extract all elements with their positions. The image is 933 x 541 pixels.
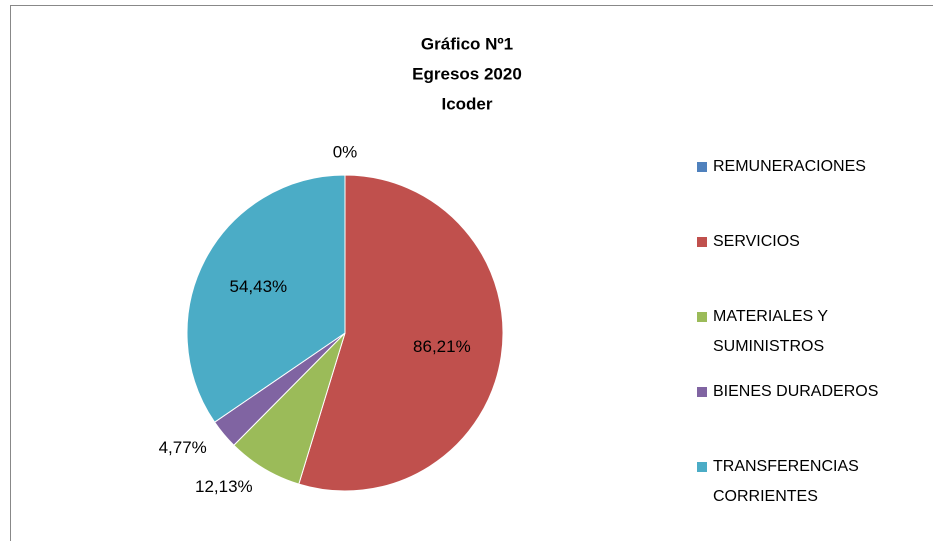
data-label: 4,77% bbox=[159, 438, 207, 457]
legend-label: BIENES DURADEROS bbox=[713, 383, 879, 400]
data-label: 0% bbox=[333, 142, 358, 161]
data-label: 86,21% bbox=[413, 337, 471, 356]
chart-title: Icoder bbox=[441, 94, 492, 113]
legend-swatch bbox=[697, 462, 707, 472]
pie-slice bbox=[298, 174, 504, 492]
data-label: 54,43% bbox=[230, 277, 288, 296]
chart-title: Gráfico Nº1 bbox=[421, 34, 513, 53]
legend-label: REMUNERACIONES bbox=[713, 158, 866, 175]
legend-item: TRANSFERENCIAS CORRIENTES bbox=[697, 452, 887, 512]
legend-label: SERVICIOS bbox=[713, 233, 800, 250]
chart-title: Egresos 2020 bbox=[412, 64, 522, 83]
data-label: 12,13% bbox=[195, 477, 253, 496]
legend-swatch bbox=[697, 237, 707, 247]
legend-swatch bbox=[697, 162, 707, 172]
legend-label: TRANSFERENCIAS CORRIENTES bbox=[713, 458, 859, 505]
legend-item: REMUNERACIONES bbox=[697, 152, 887, 182]
legend-label: MATERIALES Y SUMINISTROS bbox=[713, 308, 828, 355]
legend-item: MATERIALES Y SUMINISTROS bbox=[697, 302, 887, 362]
legend-item: SERVICIOS bbox=[697, 227, 887, 257]
legend-swatch bbox=[697, 387, 707, 397]
legend-swatch bbox=[697, 312, 707, 322]
pie-slice bbox=[186, 174, 346, 423]
legend-item: BIENES DURADEROS bbox=[697, 377, 887, 407]
